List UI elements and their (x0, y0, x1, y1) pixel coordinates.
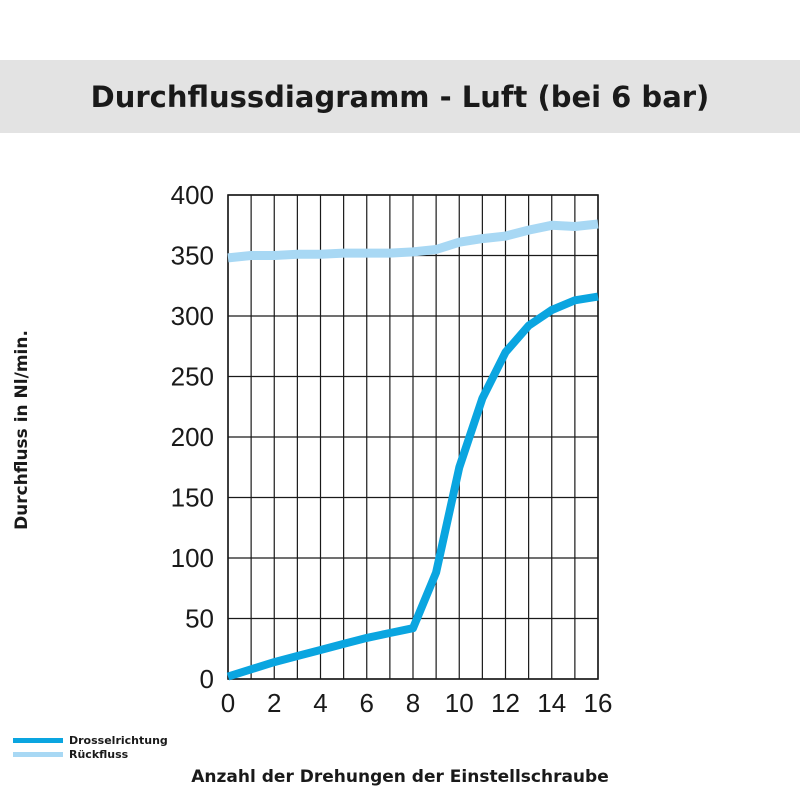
legend: Drosselrichtung Rückfluss (13, 733, 168, 761)
x-tick-label: 6 (360, 688, 374, 718)
y-tick-label: 350 (171, 241, 214, 271)
plot-frame (227, 194, 599, 680)
y-tick-label: 150 (171, 483, 214, 513)
y-tick-label: 50 (185, 604, 214, 634)
legend-label-rueckfluss: Rückfluss (69, 747, 129, 761)
chart-title: Durchflussdiagramm - Luft (bei 6 bar) (90, 79, 710, 114)
title-banner: Durchflussdiagramm - Luft (bei 6 bar) (0, 60, 800, 133)
x-tick-label: 4 (313, 688, 327, 718)
x-tick-label: 8 (406, 688, 420, 718)
y-tick-label: 400 (171, 180, 214, 210)
legend-swatch-drosselrichtung (13, 737, 63, 743)
y-axis-label: Durchfluss in Nl/min. (12, 330, 32, 530)
legend-label-drosselrichtung: Drosselrichtung (69, 733, 168, 747)
x-tick-label: 16 (584, 688, 613, 718)
y-tick-label: 100 (171, 543, 214, 573)
x-tick-label: 0 (221, 688, 235, 718)
legend-item-drosselrichtung: Drosselrichtung (13, 733, 168, 747)
y-tick-label: 300 (171, 301, 214, 331)
y-tick-label: 0 (200, 664, 214, 694)
x-tick-label: 14 (537, 688, 566, 718)
series-line-rueckfluss (227, 219, 599, 263)
x-tick-label: 2 (267, 688, 281, 718)
x-tick-label: 12 (491, 688, 520, 718)
series-line-drosselrichtung (226, 292, 599, 681)
x-tick-label: 10 (445, 688, 474, 718)
legend-item-rueckfluss: Rückfluss (13, 747, 168, 761)
y-tick-label: 250 (171, 362, 214, 392)
x-axis-label: Anzahl der Drehungen der Einstellschraub… (191, 767, 609, 787)
y-tick-label: 200 (171, 422, 214, 452)
legend-swatch-rueckfluss (13, 751, 63, 757)
